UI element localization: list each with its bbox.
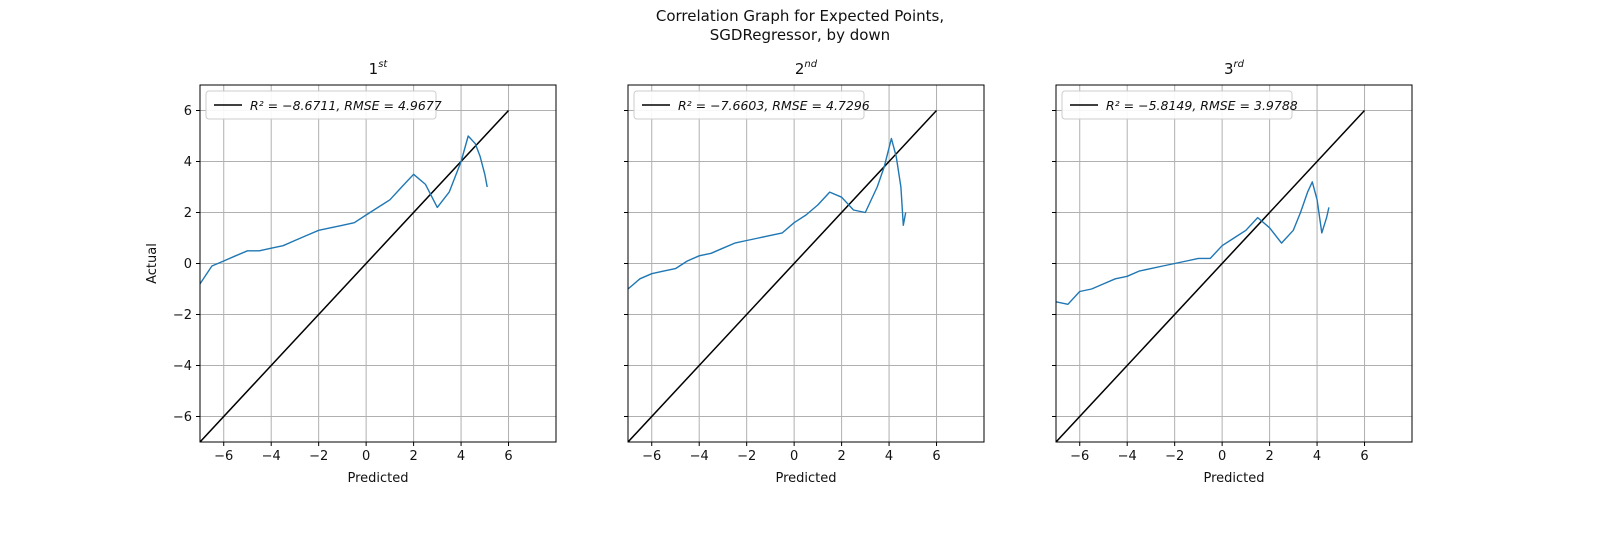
x-axis-label: Predicted — [1203, 471, 1264, 486]
subplot-title-number: 1 — [369, 60, 379, 78]
subplot-title: 3rd — [1224, 59, 1245, 78]
legend: R² = −5.8149, RMSE = 3.9788 — [1061, 90, 1298, 120]
subplot-3rd-down: −6 −4 −2 0 2 4 6 Predicted 3rd R² = −5.8149, RMSE… — [1052, 59, 1413, 486]
x-tick-label: 4 — [1313, 449, 1321, 464]
subplot-title: 2nd — [795, 59, 818, 78]
plot-area — [628, 109, 938, 442]
y-tick-label: 0 — [184, 257, 192, 272]
x-tick-label: −2 — [1165, 449, 1184, 464]
subplot-title-superscript: nd — [804, 59, 817, 70]
x-tick-label: −2 — [309, 449, 328, 464]
subplot-title-superscript: st — [378, 59, 388, 70]
subplot-title-number: 2 — [795, 60, 805, 78]
x-tick-label: 2 — [409, 449, 417, 464]
x-tick-label: 4 — [885, 449, 893, 464]
x-tick-label: 2 — [1265, 449, 1273, 464]
x-tick-label: −6 — [1070, 449, 1089, 464]
plot-area — [1056, 109, 1366, 442]
y-tick-label: −4 — [173, 359, 192, 374]
y-tick-label: 6 — [184, 104, 192, 119]
y-tick-label: 2 — [184, 206, 192, 221]
figure-title-line-1: Correlation Graph for Expected Points, — [655, 7, 945, 25]
y-tick-label: 4 — [184, 155, 192, 170]
x-tick-label: 6 — [504, 449, 512, 464]
y-tick-label: −6 — [173, 410, 192, 425]
x-tick-label: −4 — [262, 449, 281, 464]
x-tick-label: 0 — [790, 449, 798, 464]
x-tick-label: 2 — [837, 449, 845, 464]
legend-box — [1061, 90, 1293, 120]
observed-series-line — [1056, 181, 1330, 305]
x-tick-label: −4 — [690, 449, 709, 464]
x-axis-label: Predicted — [347, 471, 408, 486]
y-tick-label: −2 — [173, 308, 192, 323]
x-tick-label: 0 — [1218, 449, 1226, 464]
identity-line — [628, 109, 938, 442]
x-axis-label: Predicted — [775, 471, 836, 486]
y-axis-label: Actual — [145, 243, 160, 284]
x-tick-label: −6 — [642, 449, 661, 464]
x-tick-label: −6 — [214, 449, 233, 464]
identity-line — [200, 109, 510, 442]
subplot-1st-down: −6 −4 −2 0 2 4 6 −6 −4 −2 0 2 4 6 Predicted Actual 1st R²… — [145, 59, 557, 486]
plot-area — [200, 109, 510, 442]
figure-title: Correlation Graph for Expected Points, S… — [0, 7, 1600, 45]
legend-box — [205, 90, 437, 120]
legend: R² = −8.6711, RMSE = 4.9677 — [205, 90, 442, 120]
x-tick-label: 4 — [457, 449, 465, 464]
subplot-title-superscript: rd — [1234, 59, 1245, 70]
figure-title-line-2: SGDRegressor, by down — [709, 26, 891, 44]
subplot-title-number: 3 — [1224, 60, 1234, 78]
observed-series-line — [628, 137, 907, 290]
x-tick-label: −2 — [737, 449, 756, 464]
legend-box — [633, 90, 865, 120]
x-tick-label: 6 — [932, 449, 940, 464]
observed-series-line — [200, 135, 488, 285]
x-tick-label: 0 — [362, 449, 370, 464]
legend-label: R² = −8.6711, RMSE = 4.9677 — [250, 98, 442, 113]
legend: R² = −7.6603, RMSE = 4.7296 — [633, 90, 870, 120]
identity-line — [1056, 109, 1366, 442]
x-tick-label: −4 — [1118, 449, 1137, 464]
legend-label: R² = −7.6603, RMSE = 4.7296 — [678, 98, 870, 113]
subplot-title: 1st — [369, 59, 389, 78]
legend-label: R² = −5.8149, RMSE = 3.9788 — [1106, 98, 1298, 113]
x-tick-label: 6 — [1360, 449, 1368, 464]
